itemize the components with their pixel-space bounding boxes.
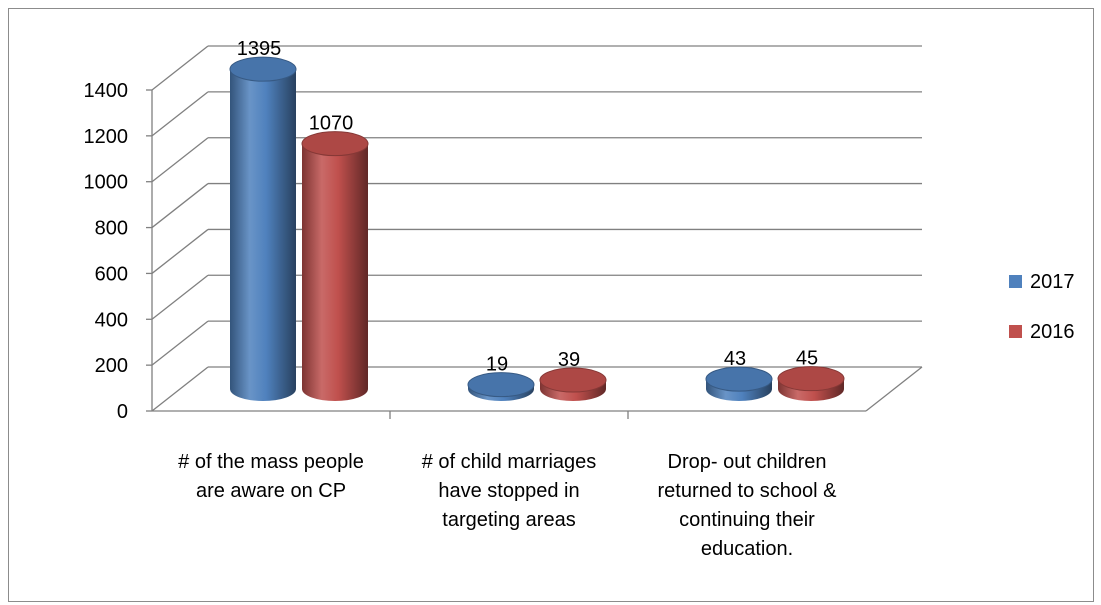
- y-tick-label: 1000: [84, 172, 129, 194]
- category-label: Drop- out children returned to school & co…: [658, 451, 838, 560]
- bar-2017-1: [468, 384, 534, 401]
- bar-2017-2: [706, 379, 772, 401]
- bar-2016-1: [540, 380, 606, 401]
- gridline-diagonal: [151, 274, 209, 320]
- gridline-diagonal: [151, 91, 209, 137]
- data-label: 45: [796, 348, 818, 370]
- y-tick-label: 1200: [84, 126, 129, 148]
- y-tick-label: 1400: [84, 80, 129, 102]
- bar-2016-0: [302, 143, 368, 401]
- y-tick-label: 800: [95, 218, 128, 240]
- data-label: 1395: [237, 38, 282, 60]
- bar-top-2017-1: [467, 372, 535, 398]
- y-tick-label: 0: [117, 401, 128, 423]
- gridline-diagonal: [151, 137, 209, 183]
- legend-swatch-2017: [1009, 275, 1022, 288]
- gridline-diagonal: [151, 366, 209, 412]
- gridline-diagonal: [151, 228, 209, 274]
- data-label: 43: [724, 348, 746, 370]
- bar-2016-2: [778, 378, 844, 401]
- gridline-diagonal: [151, 45, 209, 91]
- legend-swatch-2016: [1009, 325, 1022, 338]
- gridline-diagonal: [151, 183, 209, 229]
- data-label: 1070: [309, 113, 354, 135]
- bar-top-2017-0: [229, 56, 297, 82]
- bar-top-2016-2: [777, 366, 845, 392]
- data-label: 19: [486, 354, 508, 376]
- category-label: # of child marriages have stopped in targe…: [422, 451, 597, 531]
- bar-top-2016-1: [539, 367, 607, 393]
- category-label: # of the mass people are aware on CP: [178, 451, 364, 502]
- bar-2017-0: [230, 69, 296, 402]
- bar-top-2017-2: [705, 366, 773, 392]
- legend-label-2017: 2017: [1030, 271, 1075, 293]
- y-tick-label: 200: [95, 355, 128, 377]
- floor-edge: [865, 366, 923, 412]
- legend-label-2016: 2016: [1030, 321, 1075, 343]
- bar-top-2016-0: [301, 131, 369, 157]
- y-tick-label: 400: [95, 309, 128, 331]
- y-tick-label: 600: [95, 263, 128, 285]
- data-label: 39: [558, 349, 580, 371]
- gridline-diagonal: [151, 320, 209, 366]
